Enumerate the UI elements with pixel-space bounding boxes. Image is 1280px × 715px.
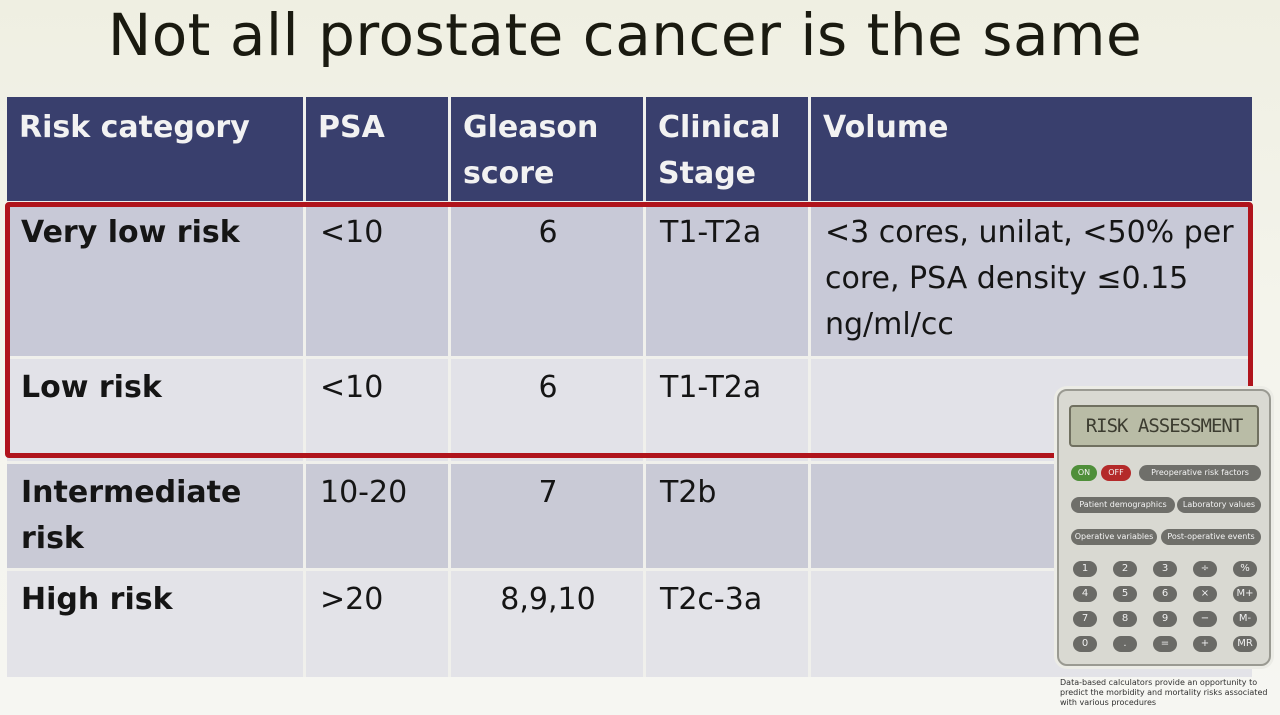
- calc-key: 1: [1073, 561, 1097, 577]
- calc-key: 6: [1153, 586, 1177, 602]
- calc-postoperative-button: Post-operative events: [1161, 529, 1261, 545]
- cell-gleason: 7: [449, 461, 646, 570]
- risk-table: Risk category PSA Gleason score Clinical…: [7, 97, 1252, 677]
- calc-key: M+: [1233, 586, 1257, 602]
- calc-key: 3: [1153, 561, 1177, 577]
- risk-calculator-image: RISK ASSESSMENT ON OFF Preoperative risk…: [1057, 389, 1271, 666]
- calc-key: 5: [1113, 586, 1137, 602]
- cell-psa: >20: [304, 568, 451, 677]
- header-volume: Volume: [809, 97, 1252, 203]
- cell-psa: 10-20: [304, 461, 451, 570]
- cell-gleason: 6: [449, 201, 646, 358]
- header-psa: PSA: [304, 97, 451, 203]
- cell-volume: <3 cores, unilat, <50% per core, PSA den…: [809, 201, 1252, 358]
- table-header-row: Risk category PSA Gleason score Clinical…: [7, 97, 1252, 203]
- calc-key: 2: [1113, 561, 1137, 577]
- calc-key: −: [1193, 611, 1217, 627]
- cell-category: Intermediate risk: [7, 461, 306, 570]
- calculator-caption: Data-based calculators provide an opport…: [1060, 678, 1268, 707]
- calc-laboratory-button: Laboratory values: [1177, 497, 1261, 513]
- calc-key: 0: [1073, 636, 1097, 652]
- cell-stage: T2b: [644, 461, 811, 570]
- calc-preoperative-button: Preoperative risk factors: [1139, 465, 1261, 481]
- table-row: High risk >20 8,9,10 T2c-3a: [7, 568, 1252, 677]
- calc-key: 9: [1153, 611, 1177, 627]
- calc-off-button: OFF: [1101, 465, 1131, 481]
- calc-demographics-button: Patient demographics: [1071, 497, 1175, 513]
- calc-key: +: [1193, 636, 1217, 652]
- highlight-box: [5, 202, 1253, 458]
- cell-stage: T2c-3a: [644, 568, 811, 677]
- cell-gleason: 6: [449, 356, 646, 463]
- cell-category: Very low risk: [7, 201, 306, 358]
- calc-key: .: [1113, 636, 1137, 652]
- cell-gleason: 8,9,10: [449, 568, 646, 677]
- calculator-screen: RISK ASSESSMENT: [1069, 405, 1259, 447]
- cell-stage: T1-T2a: [644, 356, 811, 463]
- calc-key: M-: [1233, 611, 1257, 627]
- calc-key: 7: [1073, 611, 1097, 627]
- calc-key: ×: [1193, 586, 1217, 602]
- calc-key: =: [1153, 636, 1177, 652]
- calc-key: %: [1233, 561, 1257, 577]
- slide-title: Not all prostate cancer is the same: [107, 1, 1143, 69]
- table-row: Very low risk <10 6 T1-T2a <3 cores, uni…: [7, 201, 1252, 358]
- cell-stage: T1-T2a: [644, 201, 811, 358]
- header-gleason: Gleason score: [449, 97, 646, 203]
- calc-on-button: ON: [1071, 465, 1097, 481]
- calc-key: MR: [1233, 636, 1257, 652]
- cell-psa: <10: [304, 356, 451, 463]
- calc-key: ÷: [1193, 561, 1217, 577]
- cell-category: Low risk: [7, 356, 306, 463]
- header-clinical-stage: Clinical Stage: [644, 97, 811, 203]
- cell-category: High risk: [7, 568, 306, 677]
- cell-psa: <10: [304, 201, 451, 358]
- calc-key: 8: [1113, 611, 1137, 627]
- header-risk-category: Risk category: [7, 97, 306, 203]
- table-row: Intermediate risk 10-20 7 T2b: [7, 461, 1252, 570]
- calc-operative-button: Operative variables: [1071, 529, 1157, 545]
- calc-key: 4: [1073, 586, 1097, 602]
